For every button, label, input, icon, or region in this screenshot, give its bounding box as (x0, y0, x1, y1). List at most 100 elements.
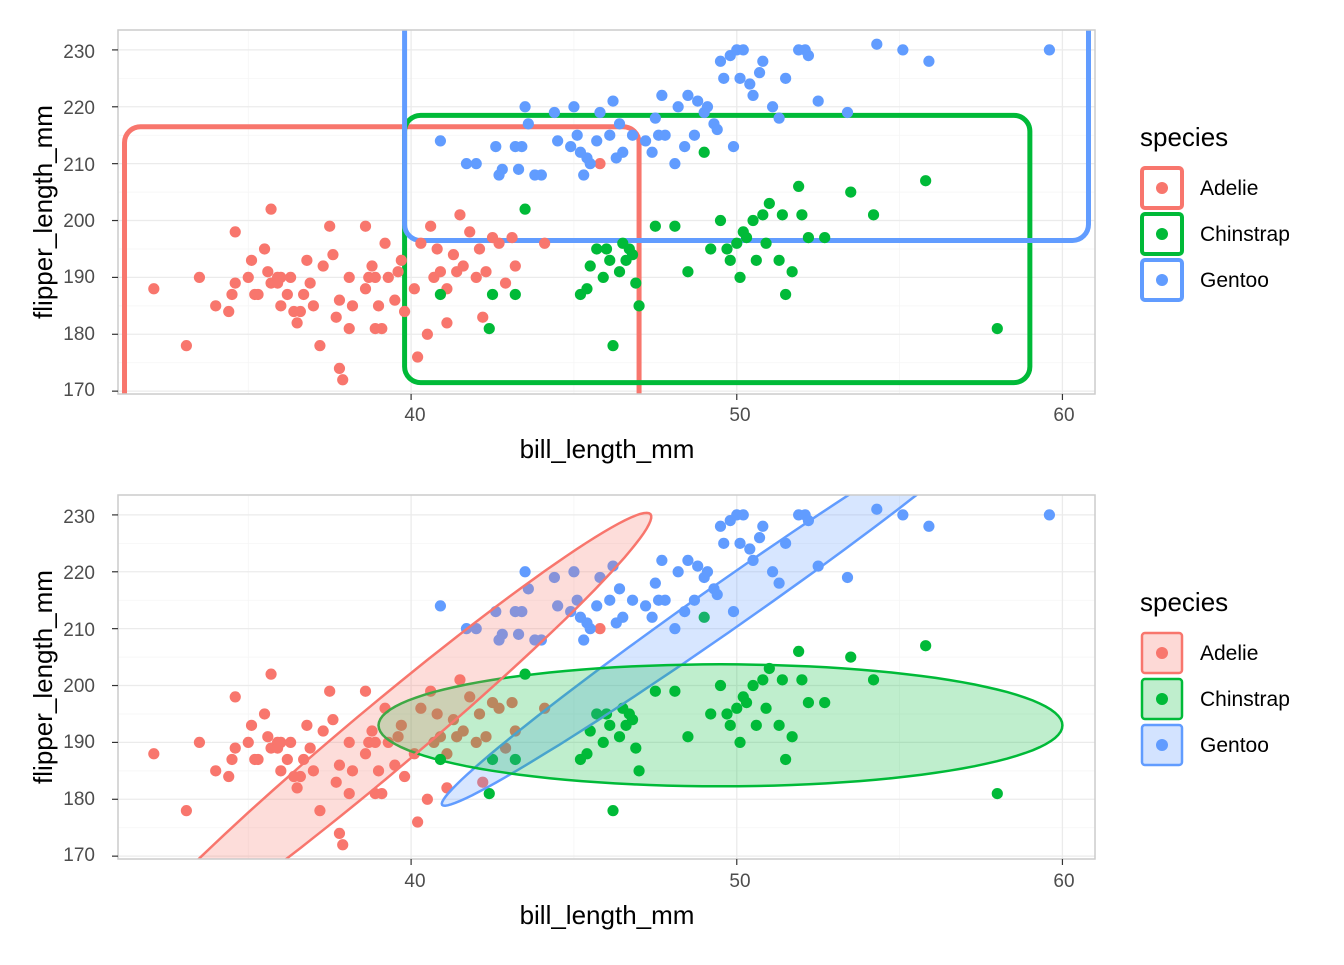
data-point-gentoo (470, 158, 482, 170)
data-point-adelie (473, 708, 486, 720)
data-point-gentoo (734, 72, 746, 84)
data-point-adelie (398, 305, 411, 318)
data-point-adelie (337, 839, 349, 851)
data-point-gentoo (812, 95, 824, 107)
data-point-adelie (285, 271, 297, 284)
data-point-gentoo (672, 101, 684, 113)
data-point-chinstrap (604, 254, 616, 266)
data-point-gentoo (734, 537, 746, 549)
data-point-chinstrap (740, 231, 753, 244)
data-point-adelie (359, 748, 372, 760)
data-point-gentoo (490, 140, 502, 153)
data-point-adelie (412, 816, 424, 828)
y-tick-label: 220 (63, 98, 95, 119)
data-point-gentoo (747, 89, 759, 102)
data-point-adelie (281, 288, 293, 301)
data-point-gentoo (584, 158, 596, 170)
legend-item-gentoo: Gentoo (1140, 258, 1269, 302)
data-point-gentoo (522, 118, 534, 130)
data-point-adelie (346, 300, 359, 312)
data-point-gentoo (711, 588, 723, 601)
data-point-gentoo (434, 600, 447, 612)
data-point-gentoo (923, 55, 935, 67)
data-point-chinstrap (757, 209, 769, 221)
data-point-adelie (454, 674, 466, 686)
data-point-adelie (376, 322, 388, 335)
data-point-gentoo (571, 129, 583, 141)
data-point-gentoo (897, 509, 909, 521)
data-point-chinstrap (757, 674, 769, 686)
data-point-adelie (333, 759, 346, 771)
data-point-gentoo (682, 554, 694, 567)
data-point-gentoo (604, 594, 616, 606)
data-point-chinstrap (991, 787, 1003, 800)
data-point-gentoo (460, 158, 473, 170)
data-point-gentoo (871, 38, 883, 50)
panel-1-regions (122, 30, 1091, 394)
data-point-adelie (343, 322, 355, 335)
data-point-chinstrap (669, 685, 681, 697)
data-point-adelie (372, 765, 385, 777)
data-point-adelie (262, 731, 274, 743)
data-point-adelie (275, 300, 287, 312)
data-point-adelie (398, 770, 411, 783)
data-point-gentoo (737, 44, 749, 56)
data-point-chinstrap (649, 685, 661, 697)
legend-label: Chinstrap (1200, 688, 1290, 711)
data-point-gentoo (516, 605, 528, 618)
data-point-adelie (499, 277, 512, 289)
data-point-chinstrap (750, 254, 762, 266)
y-axis-title: flipper_length_mm (28, 105, 58, 319)
data-point-adelie (395, 254, 407, 266)
data-point-adelie (372, 300, 385, 312)
data-point-chinstrap (714, 679, 727, 692)
legend-label: Gentoo (1200, 734, 1269, 757)
data-point-adelie (470, 736, 482, 749)
data-point-adelie (242, 271, 254, 284)
data-point-adelie (210, 765, 222, 777)
data-point-adelie (421, 328, 433, 340)
data-point-gentoo (613, 583, 626, 595)
data-point-adelie (366, 725, 378, 737)
data-point-chinstrap (633, 300, 645, 312)
data-point-gentoo (656, 89, 668, 102)
data-point-adelie (301, 719, 313, 731)
data-point-adelie (229, 277, 241, 289)
data-point-gentoo (568, 566, 580, 578)
data-point-gentoo (669, 158, 681, 170)
legend-item-adelie: Adelie (1140, 166, 1258, 210)
legend-dot-chinstrap (1156, 228, 1168, 240)
data-point-chinstrap (793, 180, 805, 193)
ellipse-adelie (196, 511, 653, 859)
data-point-adelie (434, 266, 447, 278)
data-point-chinstrap (819, 696, 831, 709)
data-point-chinstrap (509, 753, 521, 766)
data-point-chinstrap (584, 260, 596, 272)
panel-1-grid (118, 30, 1095, 394)
data-point-gentoo (519, 101, 531, 113)
data-point-gentoo (744, 78, 756, 90)
y-tick-label: 200 (63, 676, 95, 697)
data-point-chinstrap (682, 731, 694, 743)
data-point-gentoo (718, 537, 730, 549)
data-point-gentoo (714, 55, 727, 67)
data-point-adelie (226, 753, 238, 766)
data-point-chinstrap (845, 186, 857, 198)
data-point-adelie (473, 243, 486, 255)
data-point-adelie (366, 260, 378, 272)
y-tick-label: 190 (63, 732, 95, 753)
data-point-adelie (594, 158, 606, 170)
data-point-adelie (223, 770, 235, 783)
data-point-gentoo (841, 571, 854, 584)
legend-item-chinstrap: Chinstrap (1140, 212, 1290, 256)
data-point-gentoo (552, 600, 564, 612)
data-point-gentoo (626, 594, 639, 606)
data-point-adelie (304, 277, 316, 289)
panel-2-points (148, 503, 1056, 851)
data-point-gentoo (470, 623, 482, 635)
data-point-gentoo (757, 55, 769, 67)
x-axis-title: bill_length_mm (520, 434, 695, 464)
data-point-adelie (343, 787, 355, 800)
data-point-gentoo (535, 634, 547, 646)
data-point-adelie (180, 805, 192, 817)
